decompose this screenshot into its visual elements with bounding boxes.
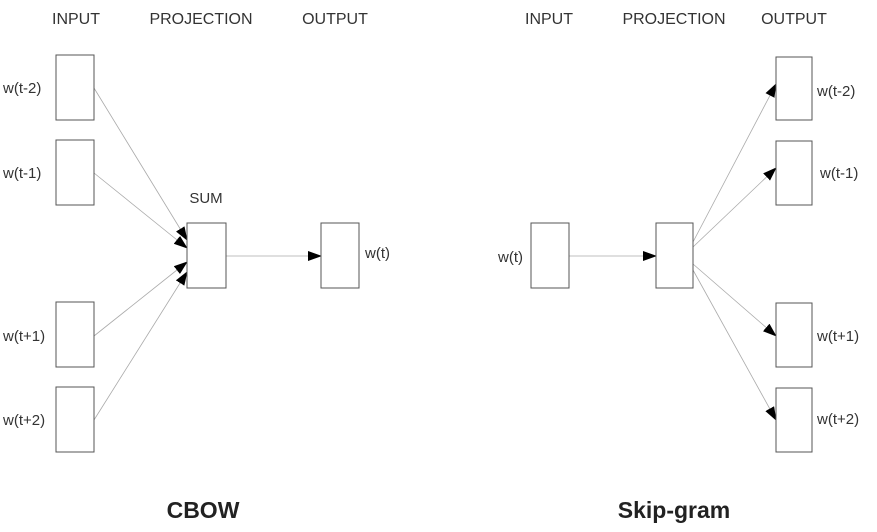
skipgram-edge-t+2	[692, 269, 777, 421]
skipgram-edge-t-2	[692, 83, 777, 243]
cbow-input-label-t-1: w(t-1)	[2, 165, 41, 182]
cbow-input-box-t+1	[55, 301, 95, 368]
cbow-edge-t+1	[93, 261, 188, 337]
cbow-output-box	[320, 222, 360, 289]
skipgram-output-label-t-1: w(t-1)	[819, 165, 858, 182]
cbow-sum-label: SUM	[189, 190, 222, 207]
skipgram-title: Skip-gram	[618, 497, 730, 523]
cbow-output-header: OUTPUT	[302, 11, 368, 28]
skipgram-input-label: w(t)	[497, 249, 523, 266]
skipgram-edge-t-1	[692, 167, 777, 248]
cbow-projection-box	[186, 222, 227, 289]
cbow-input-label-t-2: w(t-2)	[2, 80, 41, 97]
skipgram-output-header: OUTPUT	[761, 11, 827, 28]
cbow-input-box-t-2	[55, 54, 95, 121]
skipgram-panel: INPUT PROJECTION OUTPUT w(t) w(t-2) w(t-…	[497, 11, 859, 523]
cbow-input-label-t+2: w(t+2)	[2, 412, 45, 429]
skipgram-projection-box	[655, 222, 694, 289]
cbow-panel: INPUT PROJECTION OUTPUT w(t-2) w(t-1) w(…	[2, 11, 390, 523]
cbow-output-label: w(t)	[364, 245, 390, 262]
skipgram-output-box-t-2	[775, 56, 813, 121]
skipgram-input-box	[530, 222, 570, 289]
cbow-input-header: INPUT	[52, 11, 100, 28]
skipgram-output-label-t+1: w(t+1)	[816, 328, 859, 345]
cbow-edge-t+2	[93, 271, 188, 421]
skipgram-output-box-t-1	[775, 140, 813, 206]
cbow-edge-t-2	[93, 87, 188, 241]
skipgram-output-label-t-2: w(t-2)	[816, 83, 855, 100]
skipgram-output-box-t+1	[775, 302, 813, 368]
skipgram-output-box-t+2	[775, 387, 813, 453]
cbow-projection-header: PROJECTION	[149, 11, 252, 28]
skipgram-edge-t+1	[692, 263, 777, 337]
cbow-input-box-t+2	[55, 386, 95, 453]
skipgram-input-header: INPUT	[525, 11, 573, 28]
skipgram-projection-header: PROJECTION	[622, 11, 725, 28]
skipgram-output-label-t+2: w(t+2)	[816, 411, 859, 428]
cbow-edge-t-1	[93, 172, 188, 249]
cbow-input-label-t+1: w(t+1)	[2, 328, 45, 345]
cbow-title: CBOW	[167, 497, 240, 523]
cbow-input-box-t-1	[55, 139, 95, 206]
